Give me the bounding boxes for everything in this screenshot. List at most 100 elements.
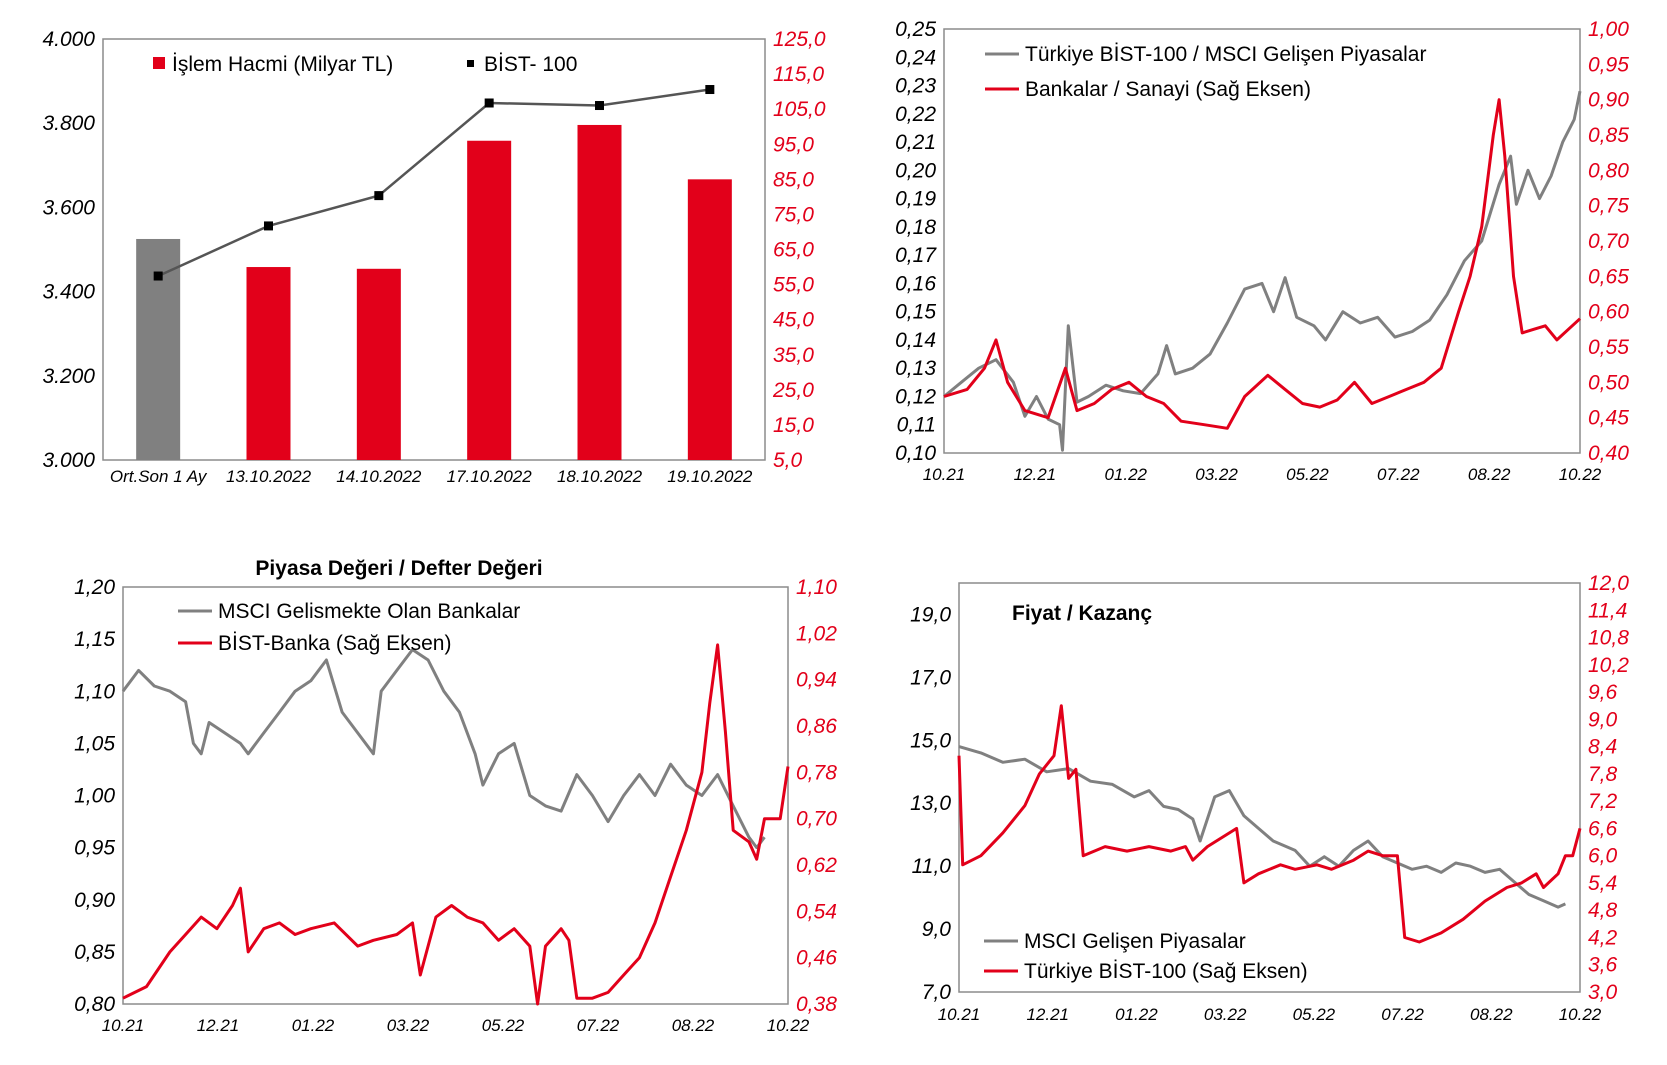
x-tick: 03.22 [1195, 465, 1238, 484]
y-tick-left: 17,0 [910, 666, 951, 689]
y-tick-left: 3.400 [42, 281, 95, 304]
y-tick-left: 1,10 [74, 680, 115, 703]
x-tick: 10.22 [1559, 1005, 1602, 1024]
x-tick: 01.22 [1104, 465, 1147, 484]
y-tick-left: 0,80 [74, 993, 115, 1016]
y-tick-right: 0,75 [1588, 195, 1629, 218]
y-tick-right: 10,2 [1588, 654, 1629, 677]
y-tick-right: 1,02 [796, 622, 837, 645]
y-tick-right: 45,0 [773, 309, 814, 332]
y-tick-right: 0,70 [1588, 230, 1629, 253]
y-tick-left: 11,0 [912, 855, 952, 878]
x-tick: 10.22 [767, 1016, 810, 1035]
y-tick-right: 95,0 [773, 133, 814, 156]
marker-bist100 [705, 85, 715, 95]
x-tick: 01.22 [1115, 1005, 1158, 1024]
y-tick-right: 5,4 [1588, 872, 1617, 895]
chart-volume-bist100: 3.000 3.200 3.400 3.600 3.800 4.000 5,0 15,0 25,… [42, 28, 825, 486]
y-tick-left: 0,15 [895, 301, 936, 324]
line-msci-em [958, 745, 1567, 909]
chart-pb-ratio: Piyasa Değeri / Defter Değeri 0,80 0,85 0,9… [74, 557, 837, 1035]
x-tick: 17.10.2022 [447, 467, 533, 486]
y-tick-left: 0,22 [895, 103, 936, 126]
marker-bist100 [484, 98, 494, 108]
legend-bist100: Türkiye BİST-100 (Sağ Eksen) [1024, 960, 1308, 983]
chart-title: Piyasa Değeri / Defter Değeri [255, 557, 542, 580]
y-tick-left: 0,18 [895, 216, 936, 239]
y-tick-right: 8,4 [1588, 736, 1617, 759]
y-tick-right: 3,6 [1588, 954, 1618, 977]
y-tick-left: 3.600 [42, 196, 95, 219]
y-tick-right: 1,00 [1588, 18, 1629, 41]
x-tick: 13.10.2022 [226, 467, 312, 486]
x-tick: 18.10.2022 [557, 467, 643, 486]
y-tick-right: 25,0 [772, 379, 814, 402]
marker-bist100 [264, 221, 273, 231]
y-tick-right: 105,0 [773, 98, 826, 121]
y-tick-right: 4,2 [1588, 926, 1618, 949]
y-tick-right: 1,10 [796, 576, 837, 599]
y-tick-right: 0,95 [1588, 53, 1629, 76]
plot-frame [122, 586, 789, 1005]
legend-volume-swatch [153, 57, 165, 69]
line-bist100 [157, 88, 710, 278]
line-bist-bank [122, 643, 790, 1006]
y-tick-right: 0,78 [796, 761, 837, 784]
y-tick-right: 0,85 [1588, 124, 1629, 147]
y-tick-right: 0,46 [796, 947, 837, 970]
x-tick: 05.22 [1293, 1005, 1336, 1024]
y-tick-right: 115,0 [773, 63, 824, 86]
y-tick-left: 15,0 [910, 729, 951, 752]
y-tick-left: 0,14 [895, 329, 936, 352]
y-tick-right: 0,60 [1588, 301, 1629, 324]
x-tick: 10.21 [923, 465, 966, 484]
x-tick: 12.21 [1014, 465, 1057, 484]
bar-volume [356, 268, 401, 460]
chart-pe-ratio: 7,0 9,0 11,0 13,0 15,0 17,0 19,0 3,0 3,6 4,2 4,8 5,… [910, 572, 1629, 1024]
y-tick-left: 3.200 [42, 365, 95, 388]
y-tick-right: 0,80 [1588, 159, 1629, 182]
x-tick: 03.22 [387, 1016, 430, 1035]
x-tick: Ort.Son 1 Ay [110, 467, 208, 486]
y-tick-right: 0,90 [1588, 89, 1629, 112]
y-tick-right: 75,0 [773, 203, 814, 226]
y-tick-left: 0,20 [895, 159, 936, 182]
y-tick-left: 0,25 [895, 18, 936, 41]
chart-title: Fiyat / Kazanç [1012, 602, 1152, 625]
y-tick-right: 125,0 [773, 28, 826, 51]
y-tick-right: 9,0 [1588, 708, 1618, 731]
x-tick: 10.21 [102, 1016, 145, 1035]
y-tick-left: 1,00 [74, 785, 115, 808]
y-tick-right: 7,8 [1588, 763, 1618, 786]
y-tick-right: 0,94 [796, 669, 837, 692]
y-tick-right: 0,50 [1588, 371, 1629, 394]
y-tick-left: 9,0 [922, 918, 952, 941]
y-tick-left: 0,95 [74, 837, 115, 860]
y-tick-right: 6,6 [1588, 817, 1618, 840]
x-tick: 05.22 [482, 1016, 525, 1035]
x-tick: 10.21 [938, 1005, 981, 1024]
x-tick: 12.21 [1026, 1005, 1069, 1024]
y-tick-left: 3.800 [42, 112, 95, 135]
x-tick: 07.22 [577, 1016, 620, 1035]
x-tick: 12.21 [197, 1016, 240, 1035]
y-tick-left: 7,0 [922, 981, 952, 1004]
bar-volume [687, 179, 732, 461]
y-tick-left: 0,21 [895, 131, 936, 154]
y-tick-right: 4,8 [1588, 899, 1618, 922]
legend-bist100-swatch [467, 60, 474, 67]
y-tick-right: 11,4 [1588, 599, 1627, 622]
bar-volume [577, 124, 622, 461]
y-tick-left: 0,85 [74, 941, 115, 964]
x-tick: 10.22 [1559, 465, 1602, 484]
marker-bist100 [595, 101, 604, 111]
y-tick-right: 0,40 [1588, 442, 1629, 465]
y-tick-right: 35,0 [773, 344, 814, 367]
y-tick-left: 13,0 [910, 792, 951, 815]
y-tick-right: 0,86 [796, 715, 837, 738]
y-tick-left: 4.000 [42, 28, 95, 51]
legend-banks-industry: Bankalar / Sanayi (Sağ Eksen) [1025, 78, 1311, 101]
marker-bist100 [153, 271, 163, 281]
line-bist-msci [943, 90, 1582, 452]
